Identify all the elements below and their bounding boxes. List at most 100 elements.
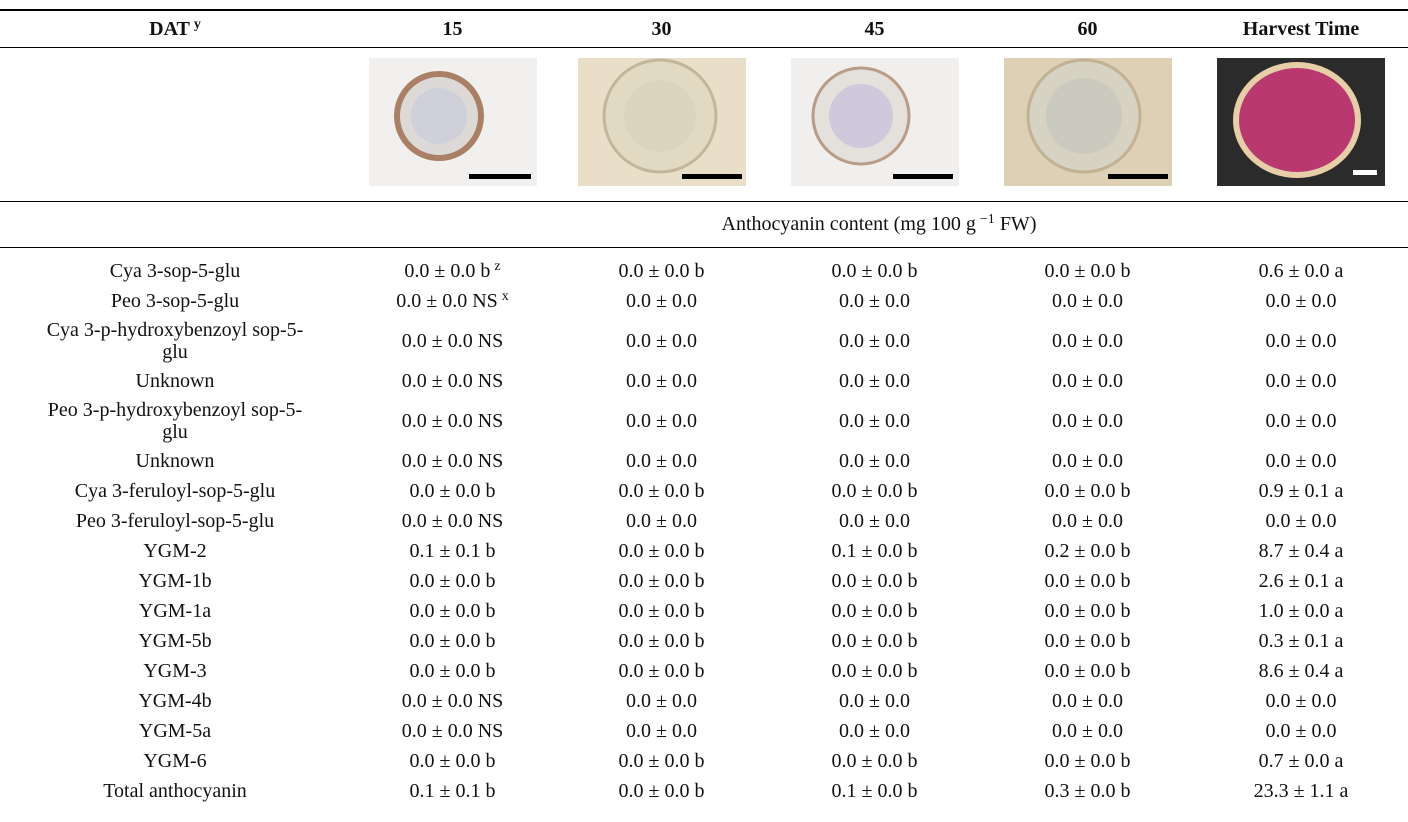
table-row: Unknown 0.0 ± 0.0 NS 0.0 ± 0.0 0.0 ± 0.0 0.0…: [0, 366, 1408, 396]
value-text: 0.0 ± 0.0 b: [404, 260, 491, 282]
value-cell: 0.0 ± 0.0 b: [831, 260, 918, 282]
header-cell: 60: [981, 9, 1194, 48]
value-cell: 0.0 ± 0.0: [839, 410, 910, 432]
value-cell: 0.0 ± 0.0: [1052, 450, 1123, 472]
value-cell: 0.3 ± 0.1 a: [1258, 630, 1344, 652]
value-cell: 0.7 ± 0.0 a: [1258, 750, 1344, 772]
image-cell: [555, 48, 768, 202]
value-cell: 0.0 ± 0.0 NS: [401, 690, 504, 712]
header-cell: 30: [555, 9, 768, 48]
value-cell: 0.0 ± 0.0 b: [618, 260, 705, 282]
row-label-cell: YGM-5a: [0, 716, 350, 746]
unit-cell: Anthocyanin content (mg 100 g −1 FW): [350, 201, 1408, 248]
table-row: Cya 3-p-hydroxybenzoyl sop-5-glu 0.0 ± 0.…: [0, 316, 1408, 366]
table-row: YGM-5b 0.0 ± 0.0 b 0.0 ± 0.0 b 0.0 ± 0.0 b 0…: [0, 626, 1408, 656]
value-cell: 0.0 ± 0.0 b: [831, 660, 918, 682]
value-cell: 0.0 ± 0.0: [839, 450, 910, 472]
value-cell: 0.0 ± 0.0: [1265, 690, 1337, 712]
row-label: YGM-5b: [138, 630, 212, 652]
table-row: Cya 3-sop-5-glu 0.0 ± 0.0 b z 0.0 ± 0.0 b 0.…: [0, 256, 1408, 286]
value-cell: 0.0 ± 0.0 b: [1044, 260, 1131, 282]
row-label: YGM-4b: [138, 690, 212, 712]
value-cell: 0.9 ± 0.1 a: [1258, 480, 1344, 502]
value-cell: 0.0 ± 0.0: [1265, 290, 1337, 312]
table-row: Peo 3-p-hydroxybenzoyl sop-5-glu 0.0 ± 0.…: [0, 396, 1408, 446]
empty-cell: [0, 201, 350, 248]
table-row: YGM-1b 0.0 ± 0.0 b 0.0 ± 0.0 b 0.0 ± 0.0 b 0…: [0, 566, 1408, 596]
row-label: YGM-6: [143, 750, 207, 772]
row-label-cell: YGM-6: [0, 746, 350, 776]
value-cell: 0.0 ± 0.0: [1052, 720, 1123, 742]
row-label-cell: YGM-4b: [0, 686, 350, 716]
value-cell: 0.0 ± 0.0 b: [831, 750, 918, 772]
page-body: DAT y 15 30 45 60 Harvest Time: [0, 9, 1408, 822]
value-cell: 0.0 ± 0.0: [839, 370, 910, 392]
value-cell: 0.0 ± 0.0 NS: [401, 330, 504, 352]
value-cell: 0.0 ± 0.0 b: [1044, 630, 1131, 652]
header-row: DAT y 15 30 45 60 Harvest Time: [0, 9, 1408, 48]
row-label-cell: YGM-3: [0, 656, 350, 686]
value-cell: 0.0 ± 0.0 NS: [401, 410, 504, 432]
photo: [790, 57, 959, 186]
unit-sup: −1: [979, 212, 995, 227]
value-cell: 0.0 ± 0.0 NS x: [350, 286, 555, 316]
header-cell: 15: [350, 9, 555, 48]
value-cell: 0.0 ± 0.0: [626, 370, 697, 392]
value-cell: 0.1 ± 0.0 b: [831, 540, 918, 562]
value-cell: 0.0 ± 0.0: [1265, 510, 1337, 532]
image-cell: [981, 48, 1194, 202]
table-row: YGM-1a 0.0 ± 0.0 b 0.0 ± 0.0 b 0.0 ± 0.0 b 0…: [0, 596, 1408, 626]
value-cell: 0.0 ± 0.0: [1265, 450, 1337, 472]
header-cell: Harvest Time: [1194, 9, 1408, 48]
unit-row: Anthocyanin content (mg 100 g −1 FW): [0, 201, 1408, 248]
value-cell: 0.0 ± 0.0: [1265, 370, 1337, 392]
value-cell: 0.0 ± 0.0: [626, 720, 697, 742]
row-label-cell: Unknown: [0, 446, 350, 476]
value-cell: 0.0 ± 0.0: [839, 330, 910, 352]
value-cell: 0.0 ± 0.0 b: [409, 480, 496, 502]
value-text: 0.0 ± 0.0 NS: [396, 290, 498, 312]
value-cell: 0.0 ± 0.0 b: [618, 480, 705, 502]
value-cell: 0.0 ± 0.0 NS: [401, 510, 504, 532]
row-label: Cya 3-p-hydroxybenzoyl sop-5-glu: [46, 319, 304, 363]
empty-cell: [0, 48, 350, 202]
row-label: Peo 3-feruloyl-sop-5-glu: [75, 510, 275, 532]
value-cell: 0.0 ± 0.0 b: [618, 630, 705, 652]
row-label-cell: Total anthocyanin: [0, 776, 350, 806]
row-label-cell: YGM-2: [0, 536, 350, 566]
value-cell: 0.0 ± 0.0 NS: [401, 370, 504, 392]
value-cell: 0.0 ± 0.0 b: [1044, 600, 1131, 622]
value-cell: 0.0 ± 0.0 b: [831, 600, 918, 622]
value-cell: 0.0 ± 0.0: [1052, 510, 1123, 532]
value-cell: 0.0 ± 0.0: [626, 690, 697, 712]
row-label-cell: Peo 3-sop-5-glu: [0, 286, 350, 316]
table-row: YGM-4b 0.0 ± 0.0 NS 0.0 ± 0.0 0.0 ± 0.0 0.0 …: [0, 686, 1408, 716]
row-label: Unknown: [135, 450, 215, 472]
value-cell: 2.6 ± 0.1 a: [1258, 570, 1344, 592]
value-cell: 0.0 ± 0.0: [1052, 290, 1123, 312]
value-cell: 0.0 ± 0.0: [839, 720, 910, 742]
row-label-cell: Cya 3-feruloyl-sop-5-glu: [0, 476, 350, 506]
value-cell: 0.0 ± 0.0: [1265, 410, 1337, 432]
value-cell: 0.0 ± 0.0 b: [831, 630, 918, 652]
header-label: DAT: [149, 17, 190, 40]
table-row: YGM-3 0.0 ± 0.0 b 0.0 ± 0.0 b 0.0 ± 0.0 b 0.…: [0, 656, 1408, 686]
row-label: Peo 3-sop-5-glu: [110, 290, 240, 312]
value-cell: 0.0 ± 0.0: [1052, 370, 1123, 392]
value-cell: 23.3 ± 1.1 a: [1253, 780, 1349, 802]
photo: [368, 57, 537, 186]
value-cell: 0.0 ± 0.0 NS: [401, 450, 504, 472]
value-cell: 0.1 ± 0.1 b: [409, 540, 496, 562]
image-cell: [350, 48, 555, 202]
value-cell: 0.0 ± 0.0 b: [618, 660, 705, 682]
value-cell: 0.0 ± 0.0 b: [409, 600, 496, 622]
row-label: Total anthocyanin: [103, 780, 247, 802]
value-cell: 0.0 ± 0.0: [626, 290, 697, 312]
value-cell: 0.0 ± 0.0 b: [831, 570, 918, 592]
value-cell: 0.0 ± 0.0 NS: [401, 720, 504, 742]
header-sup: y: [193, 16, 201, 32]
row-label: YGM-1b: [138, 570, 212, 592]
row-label: Peo 3-p-hydroxybenzoyl sop-5-glu: [47, 399, 303, 443]
